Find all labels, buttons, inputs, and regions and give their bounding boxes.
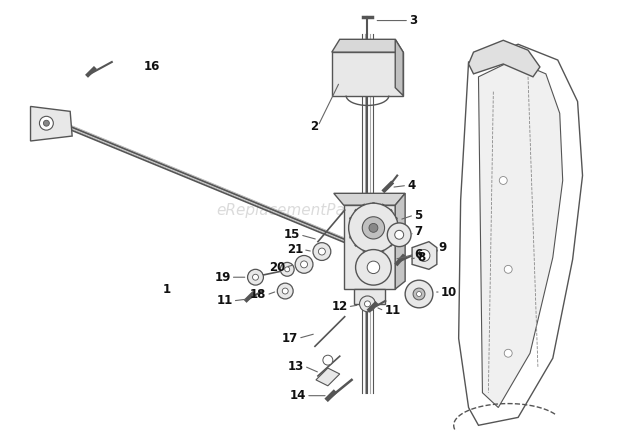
Circle shape [369, 224, 378, 232]
Circle shape [365, 215, 374, 225]
Polygon shape [479, 60, 563, 408]
Circle shape [365, 267, 374, 277]
Polygon shape [316, 368, 340, 386]
Polygon shape [334, 193, 405, 205]
Text: 1: 1 [162, 283, 170, 296]
Text: 11: 11 [384, 304, 401, 317]
Circle shape [252, 274, 259, 280]
Text: 14: 14 [290, 389, 306, 402]
Circle shape [43, 120, 50, 126]
Text: 9: 9 [439, 241, 447, 254]
Text: 7: 7 [414, 225, 422, 238]
Circle shape [280, 263, 294, 276]
Text: 20: 20 [269, 261, 285, 274]
Circle shape [365, 242, 374, 252]
Circle shape [405, 280, 433, 308]
Polygon shape [332, 39, 403, 52]
Circle shape [499, 177, 507, 184]
Circle shape [295, 256, 313, 273]
Text: 18: 18 [250, 289, 267, 302]
Circle shape [417, 292, 422, 296]
Polygon shape [353, 289, 385, 304]
Polygon shape [469, 40, 540, 77]
Circle shape [504, 265, 512, 273]
Polygon shape [30, 106, 72, 141]
Text: 21: 21 [287, 243, 303, 256]
Circle shape [323, 355, 333, 365]
Circle shape [282, 288, 288, 294]
Circle shape [365, 301, 371, 307]
Text: 11: 11 [216, 294, 232, 307]
Text: 13: 13 [288, 359, 304, 372]
Polygon shape [395, 39, 403, 95]
Text: 10: 10 [441, 286, 457, 299]
Circle shape [301, 261, 308, 268]
Text: 19: 19 [215, 271, 231, 284]
Text: 4: 4 [407, 179, 415, 192]
Text: 6: 6 [414, 248, 422, 261]
Text: eReplacementParts.com: eReplacementParts.com [216, 203, 404, 217]
Circle shape [356, 250, 391, 285]
Polygon shape [332, 52, 403, 95]
Polygon shape [459, 44, 583, 425]
Circle shape [40, 116, 53, 130]
Circle shape [247, 270, 264, 285]
Text: 16: 16 [143, 60, 160, 73]
Circle shape [313, 243, 331, 260]
Circle shape [277, 283, 293, 299]
Text: 3: 3 [409, 14, 417, 27]
Circle shape [362, 217, 384, 239]
Circle shape [360, 296, 375, 312]
Circle shape [395, 230, 404, 239]
Circle shape [285, 267, 290, 272]
Text: 17: 17 [282, 332, 298, 345]
Text: 2: 2 [310, 120, 318, 133]
Circle shape [504, 349, 512, 357]
Text: 5: 5 [414, 208, 422, 221]
Polygon shape [395, 193, 405, 289]
Circle shape [348, 203, 398, 253]
Circle shape [367, 261, 379, 273]
Circle shape [319, 248, 326, 255]
Text: 12: 12 [332, 300, 348, 313]
Polygon shape [412, 242, 437, 270]
Text: 15: 15 [284, 228, 300, 241]
Circle shape [388, 223, 411, 247]
Circle shape [413, 288, 425, 300]
Text: 8: 8 [417, 251, 425, 264]
Circle shape [418, 250, 430, 261]
Polygon shape [343, 205, 395, 289]
